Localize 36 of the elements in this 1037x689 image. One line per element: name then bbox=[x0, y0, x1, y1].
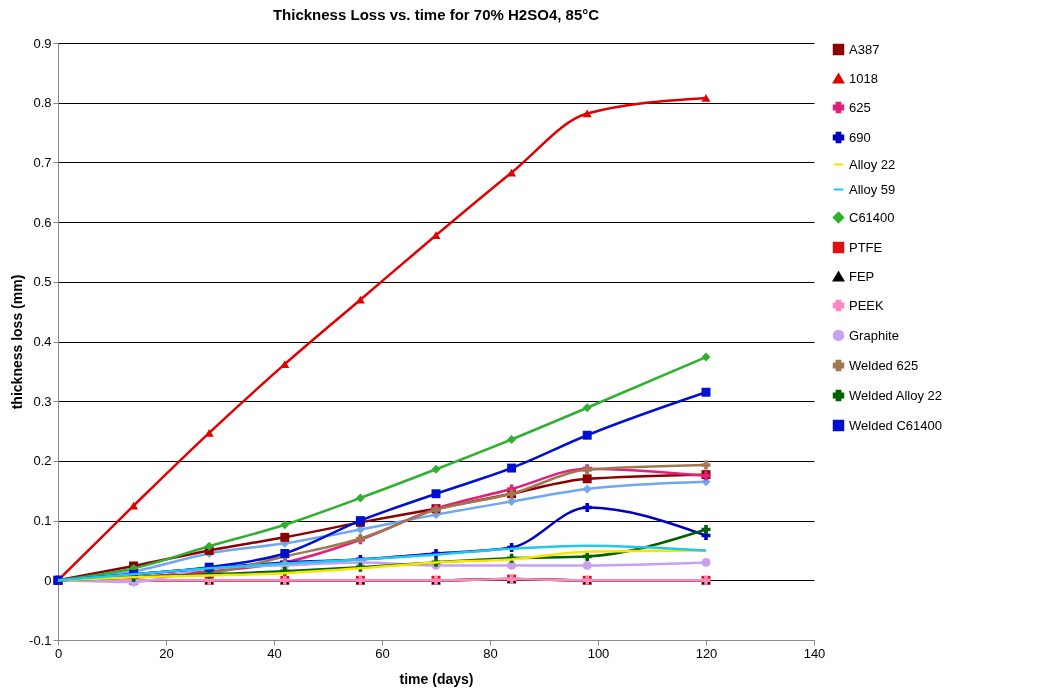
legend-label: C61400 bbox=[849, 209, 895, 225]
x-tick-label: 100 bbox=[587, 645, 610, 661]
legend-label: PEEK bbox=[849, 297, 885, 313]
x-tick-label: 140 bbox=[803, 645, 826, 661]
x-tick-label: 40 bbox=[267, 645, 282, 661]
legend-label: PTFE bbox=[849, 239, 883, 255]
legend-label: Alloy 59 bbox=[849, 181, 896, 197]
legend-label: Alloy 22 bbox=[849, 156, 896, 172]
x-tick-label: 20 bbox=[159, 645, 174, 661]
legend-label: 690 bbox=[849, 129, 871, 145]
y-tick-label: -0.1 bbox=[29, 632, 52, 648]
y-tick-label: 0.6 bbox=[33, 214, 52, 230]
y-tick-label: 0.1 bbox=[33, 513, 52, 529]
y-axis-title: thickness loss (mm) bbox=[9, 274, 26, 410]
y-tick-label: 0.4 bbox=[33, 334, 52, 349]
legend-label: Welded 625 bbox=[849, 357, 919, 373]
chart-title: Thickness Loss vs. time for 70% H2SO4, 85°C bbox=[272, 6, 600, 23]
legend-label: FEP bbox=[849, 268, 875, 284]
legend-label: Welded C61400 bbox=[849, 417, 942, 433]
y-tick-label: 0.5 bbox=[33, 274, 52, 290]
legend-label: A387 bbox=[849, 41, 880, 57]
x-axis-title: time (days) bbox=[399, 670, 474, 687]
x-tick-label: 0 bbox=[54, 645, 63, 661]
legend-label: Welded Alloy 22 bbox=[849, 387, 942, 403]
legend-label: Graphite bbox=[849, 327, 899, 343]
y-tick-label: 0.2 bbox=[33, 453, 52, 469]
y-tick-label: 0.3 bbox=[33, 393, 52, 409]
y-tick-label: 0.9 bbox=[33, 35, 52, 51]
x-tick-label: 80 bbox=[483, 645, 498, 661]
y-tick-label: 0.8 bbox=[33, 95, 52, 111]
legend-label: 625 bbox=[849, 99, 871, 115]
legend-label: 1018 bbox=[849, 70, 878, 86]
y-tick-label: 0.7 bbox=[33, 154, 52, 170]
x-tick-label: 120 bbox=[695, 645, 718, 661]
y-tick-label: 0 bbox=[44, 572, 52, 588]
x-tick-label: 60 bbox=[375, 645, 390, 661]
